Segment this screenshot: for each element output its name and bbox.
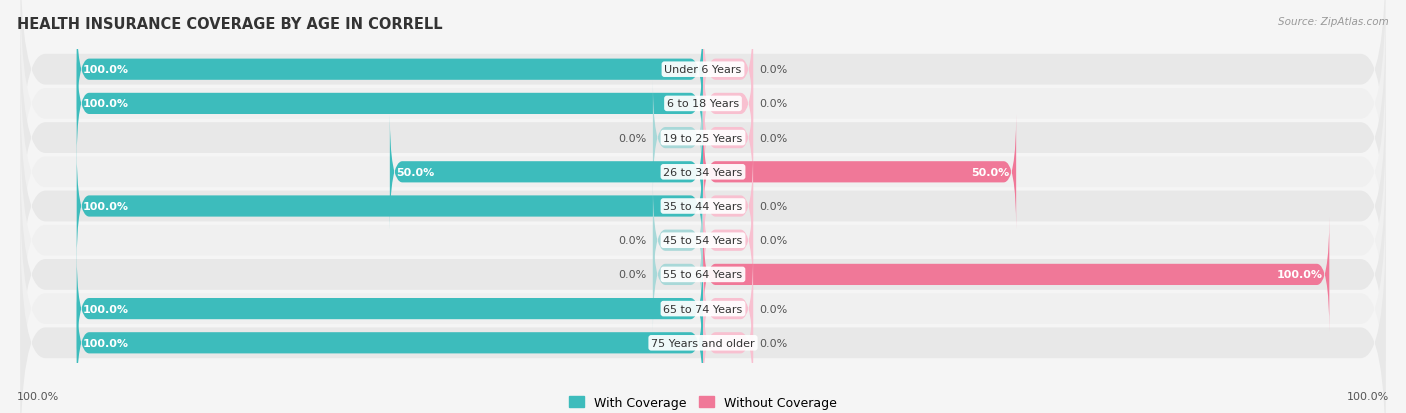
Text: 0.0%: 0.0% [759,133,787,143]
Text: HEALTH INSURANCE COVERAGE BY AGE IN CORRELL: HEALTH INSURANCE COVERAGE BY AGE IN CORR… [17,17,443,31]
Text: 0.0%: 0.0% [619,236,647,246]
Text: 55 to 64 Years: 55 to 64 Years [664,270,742,280]
FancyBboxPatch shape [703,81,754,196]
FancyBboxPatch shape [77,251,703,366]
Text: 100.0%: 100.0% [1347,391,1389,401]
FancyBboxPatch shape [652,81,703,196]
FancyBboxPatch shape [77,12,703,128]
Text: 100.0%: 100.0% [1277,270,1323,280]
FancyBboxPatch shape [652,183,703,298]
Text: 100.0%: 100.0% [17,391,59,401]
Text: 100.0%: 100.0% [83,65,129,75]
FancyBboxPatch shape [77,285,703,401]
Text: 100.0%: 100.0% [83,338,129,348]
FancyBboxPatch shape [20,17,1386,259]
FancyBboxPatch shape [20,0,1386,191]
FancyBboxPatch shape [703,47,754,162]
Text: 45 to 54 Years: 45 to 54 Years [664,236,742,246]
Text: Source: ZipAtlas.com: Source: ZipAtlas.com [1278,17,1389,26]
Text: 6 to 18 Years: 6 to 18 Years [666,99,740,109]
FancyBboxPatch shape [20,85,1386,328]
FancyBboxPatch shape [703,183,754,298]
Text: 19 to 25 Years: 19 to 25 Years [664,133,742,143]
FancyBboxPatch shape [652,217,703,332]
Text: 100.0%: 100.0% [83,304,129,314]
FancyBboxPatch shape [389,115,703,230]
Text: 65 to 74 Years: 65 to 74 Years [664,304,742,314]
FancyBboxPatch shape [20,119,1386,362]
Text: 26 to 34 Years: 26 to 34 Years [664,167,742,177]
Text: 50.0%: 50.0% [972,167,1010,177]
Text: 0.0%: 0.0% [759,338,787,348]
Text: 0.0%: 0.0% [759,304,787,314]
FancyBboxPatch shape [20,154,1386,396]
FancyBboxPatch shape [703,115,1017,230]
Text: 100.0%: 100.0% [83,202,129,211]
Text: 0.0%: 0.0% [619,133,647,143]
Text: 0.0%: 0.0% [619,270,647,280]
FancyBboxPatch shape [20,0,1386,225]
FancyBboxPatch shape [703,149,754,264]
Text: 0.0%: 0.0% [759,236,787,246]
FancyBboxPatch shape [77,47,703,162]
Legend: With Coverage, Without Coverage: With Coverage, Without Coverage [564,391,842,413]
FancyBboxPatch shape [703,217,1329,332]
FancyBboxPatch shape [20,188,1386,413]
Text: 35 to 44 Years: 35 to 44 Years [664,202,742,211]
FancyBboxPatch shape [20,51,1386,294]
Text: 75 Years and older: 75 Years and older [651,338,755,348]
Text: 0.0%: 0.0% [759,99,787,109]
FancyBboxPatch shape [20,222,1386,413]
Text: 0.0%: 0.0% [759,65,787,75]
FancyBboxPatch shape [703,12,754,128]
FancyBboxPatch shape [77,149,703,264]
Text: Under 6 Years: Under 6 Years [665,65,741,75]
FancyBboxPatch shape [703,285,754,401]
FancyBboxPatch shape [703,251,754,366]
Text: 100.0%: 100.0% [83,99,129,109]
Text: 0.0%: 0.0% [759,202,787,211]
Text: 50.0%: 50.0% [396,167,434,177]
